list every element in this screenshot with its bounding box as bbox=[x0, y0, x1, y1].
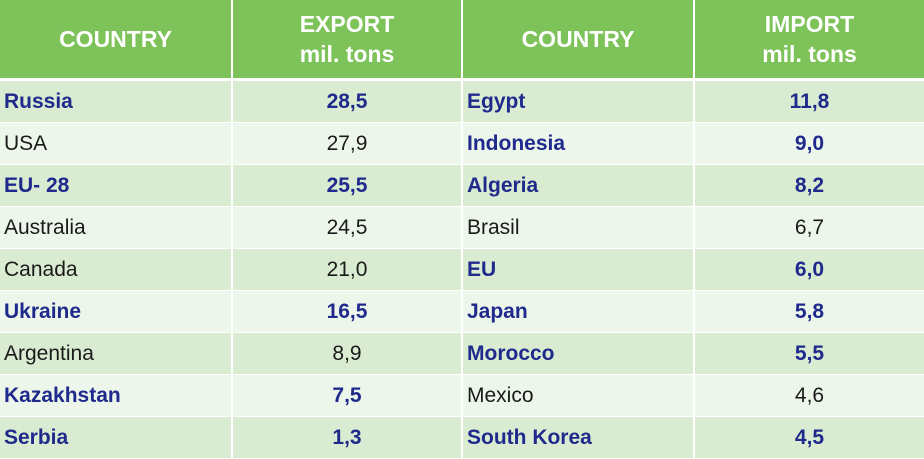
export-value-cell: 27,9 bbox=[232, 122, 463, 165]
import-value-cell: 11,8 bbox=[694, 79, 924, 123]
header-export-country: COUNTRY bbox=[0, 0, 233, 81]
table-row: EU- 28 25,5 Algeria 8,2 bbox=[0, 164, 924, 207]
table-body: Russia 28,5 Egypt 11,8 USA 27,9 Indonesia 9,0 EU… bbox=[0, 79, 924, 459]
import-country-cell: Algeria bbox=[462, 164, 695, 207]
export-value-cell: 1,3 bbox=[232, 416, 463, 459]
header-import-unit: mil. tons bbox=[762, 41, 857, 67]
import-value-cell: 9,0 bbox=[694, 122, 924, 165]
export-value-cell: 24,5 bbox=[232, 206, 463, 249]
export-country-cell: Ukraine bbox=[0, 290, 233, 333]
export-country-cell: Russia bbox=[0, 79, 233, 123]
import-country-cell: Mexico bbox=[462, 374, 695, 417]
export-country-cell: Canada bbox=[0, 248, 233, 291]
export-value-cell: 28,5 bbox=[232, 79, 463, 123]
export-country-cell: Kazakhstan bbox=[0, 374, 233, 417]
table-row: Canada 21,0 EU 6,0 bbox=[0, 248, 924, 291]
table-row: USA 27,9 Indonesia 9,0 bbox=[0, 122, 924, 165]
import-value-cell: 6,7 bbox=[694, 206, 924, 249]
import-value-cell: 6,0 bbox=[694, 248, 924, 291]
export-value-cell: 21,0 bbox=[232, 248, 463, 291]
export-country-cell: USA bbox=[0, 122, 233, 165]
header-import-value: IMPORT mil. tons bbox=[694, 0, 924, 81]
import-country-cell: Morocco bbox=[462, 332, 695, 375]
import-country-cell: EU bbox=[462, 248, 695, 291]
table-row: Argentina 8,9 Morocco 5,5 bbox=[0, 332, 924, 375]
export-value-cell: 7,5 bbox=[232, 374, 463, 417]
header-row: COUNTRY EXPORT mil. tons COUNTRY IMPORT … bbox=[0, 0, 924, 81]
header-export-title: EXPORT bbox=[299, 11, 395, 37]
header-import-title: IMPORT bbox=[764, 11, 855, 37]
table-row: Serbia 1,3 South Korea 4,5 bbox=[0, 416, 924, 459]
import-value-cell: 5,5 bbox=[694, 332, 924, 375]
import-value-cell: 8,2 bbox=[694, 164, 924, 207]
export-value-cell: 25,5 bbox=[232, 164, 463, 207]
import-value-cell: 4,5 bbox=[694, 416, 924, 459]
header-import-country: COUNTRY bbox=[462, 0, 695, 81]
export-country-cell: Serbia bbox=[0, 416, 233, 459]
header-export-value: EXPORT mil. tons bbox=[232, 0, 463, 81]
table-row: Russia 28,5 Egypt 11,8 bbox=[0, 79, 924, 123]
export-country-cell: Australia bbox=[0, 206, 233, 249]
header-export-unit: mil. tons bbox=[299, 41, 395, 67]
table-row: Australia 24,5 Brasil 6,7 bbox=[0, 206, 924, 249]
export-country-cell: EU- 28 bbox=[0, 164, 233, 207]
import-country-cell: Brasil bbox=[462, 206, 695, 249]
import-country-cell: Japan bbox=[462, 290, 695, 333]
export-value-cell: 8,9 bbox=[232, 332, 463, 375]
import-country-cell: Egypt bbox=[462, 79, 695, 123]
header-export-country-label: COUNTRY bbox=[59, 26, 172, 52]
import-value-cell: 5,8 bbox=[694, 290, 924, 333]
import-country-cell: South Korea bbox=[462, 416, 695, 459]
table-row: Ukraine 16,5 Japan 5,8 bbox=[0, 290, 924, 333]
import-value-cell: 4,6 bbox=[694, 374, 924, 417]
export-country-cell: Argentina bbox=[0, 332, 233, 375]
export-value-cell: 16,5 bbox=[232, 290, 463, 333]
table-row: Kazakhstan 7,5 Mexico 4,6 bbox=[0, 374, 924, 417]
import-country-cell: Indonesia bbox=[462, 122, 695, 165]
header-import-country-label: COUNTRY bbox=[521, 26, 635, 52]
